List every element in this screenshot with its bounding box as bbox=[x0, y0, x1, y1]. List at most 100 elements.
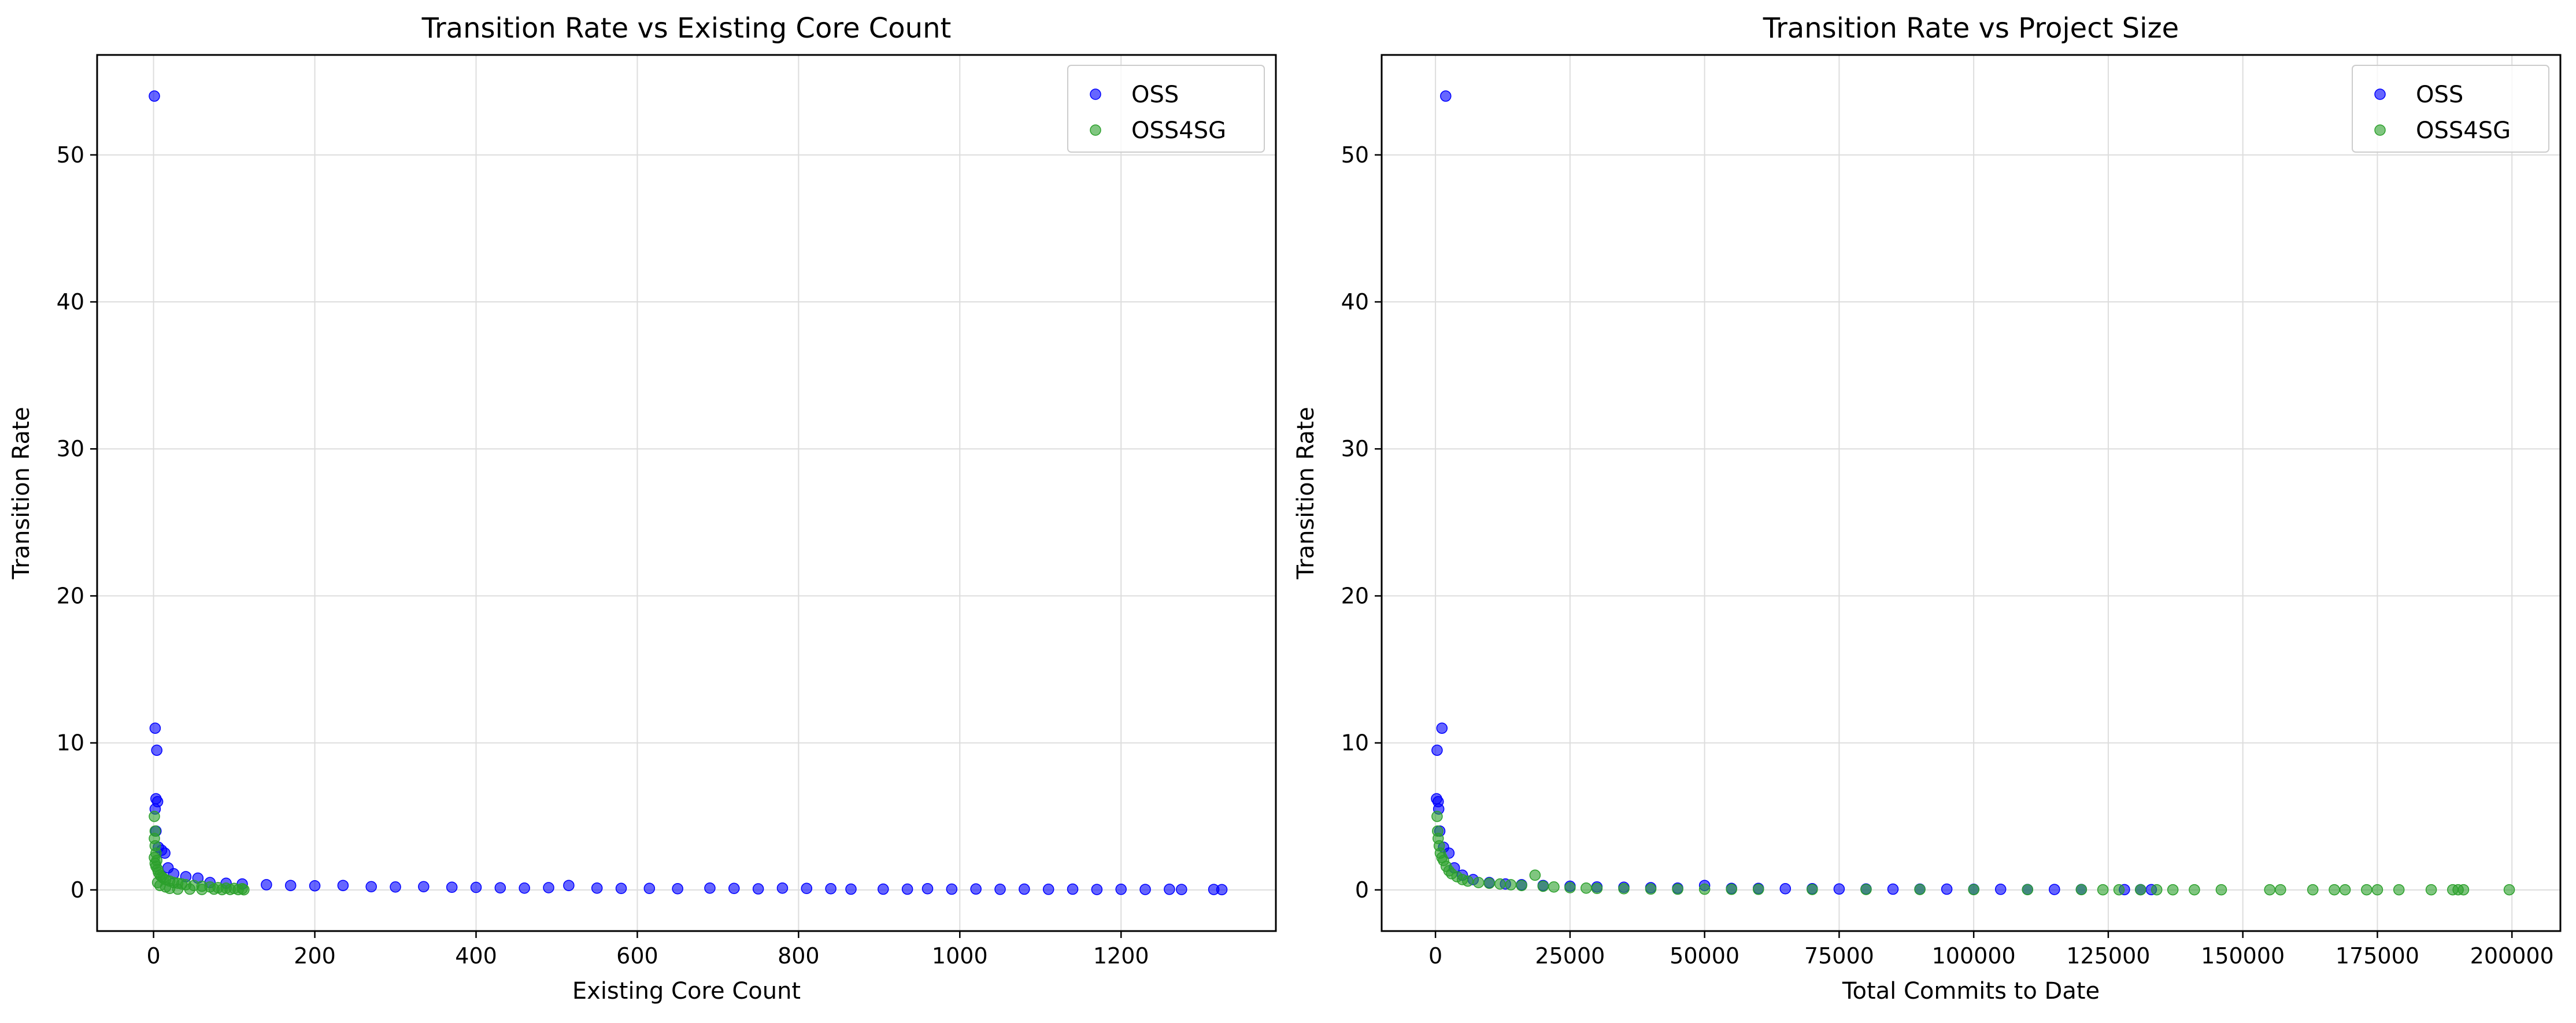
point-oss4sg bbox=[2075, 884, 2088, 896]
y-tick-label: 30 bbox=[1341, 436, 1369, 461]
point-oss bbox=[519, 882, 530, 894]
point-oss bbox=[390, 881, 401, 893]
point-oss bbox=[825, 883, 837, 895]
point-oss bbox=[563, 880, 575, 891]
legend-label-oss4sg: OSS4SG bbox=[1131, 117, 1226, 144]
y-axis-ticks: 0 10 20 30 40 50 bbox=[57, 142, 97, 903]
point-oss bbox=[1042, 884, 1054, 895]
point-oss4sg bbox=[1618, 883, 1630, 895]
point-oss4sg bbox=[2135, 884, 2146, 896]
point-oss4sg bbox=[1548, 881, 1560, 893]
legend-label-oss: OSS bbox=[1131, 82, 1179, 108]
chart-title: Transition Rate vs Existing Core Count bbox=[421, 12, 952, 45]
point-oss4sg bbox=[1505, 879, 1517, 891]
scatter-points bbox=[1431, 90, 2515, 896]
point-oss bbox=[149, 722, 161, 734]
legend-marker-oss4sg bbox=[1090, 124, 1101, 136]
point-oss bbox=[1440, 90, 1452, 102]
x-tick-label: 25000 bbox=[1535, 943, 1605, 969]
point-oss bbox=[1139, 884, 1151, 895]
point-oss bbox=[994, 884, 1006, 895]
legend-box bbox=[2352, 65, 2549, 153]
point-oss bbox=[752, 883, 764, 895]
point-oss4sg bbox=[2503, 884, 2515, 896]
x-axis-ticks: 0 200 400 600 800 1000 1200 bbox=[147, 931, 1149, 969]
point-oss4sg bbox=[1914, 884, 1926, 895]
point-oss4sg bbox=[238, 884, 250, 896]
y-tick-label: 50 bbox=[57, 142, 84, 168]
point-oss bbox=[337, 880, 349, 891]
legend-label-oss: OSS bbox=[2416, 82, 2463, 108]
x-tick-label: 200000 bbox=[2470, 943, 2554, 969]
point-oss4sg bbox=[1483, 877, 1495, 889]
point-oss4sg bbox=[1726, 884, 1737, 895]
point-oss4sg bbox=[2264, 884, 2275, 896]
x-tick-label: 175000 bbox=[2336, 943, 2419, 969]
grid-lines bbox=[97, 55, 1276, 931]
point-oss4sg bbox=[196, 884, 208, 895]
chart-title: Transition Rate vs Project Size bbox=[1763, 12, 2179, 45]
x-tick-label: 200 bbox=[294, 943, 336, 969]
point-oss4sg bbox=[1516, 880, 1527, 891]
point-oss bbox=[845, 883, 857, 895]
point-oss4sg bbox=[2189, 884, 2200, 896]
x-tick-label: 75000 bbox=[1804, 943, 1874, 969]
y-axis-label: Transition Rate bbox=[1293, 407, 1319, 580]
point-oss bbox=[1019, 883, 1030, 895]
point-oss bbox=[776, 882, 789, 894]
point-oss bbox=[1216, 884, 1228, 896]
point-oss4sg bbox=[1860, 884, 1872, 895]
point-oss4sg bbox=[2113, 884, 2125, 896]
point-oss4sg bbox=[1591, 882, 1603, 895]
point-oss bbox=[921, 883, 934, 895]
point-oss bbox=[615, 882, 627, 895]
point-oss4sg bbox=[1431, 810, 1443, 822]
point-oss bbox=[2049, 884, 2060, 895]
point-oss bbox=[494, 882, 506, 894]
point-oss bbox=[1176, 884, 1187, 895]
point-oss4sg bbox=[1807, 884, 1818, 895]
point-oss4sg bbox=[1472, 877, 1485, 888]
point-oss4sg bbox=[1462, 875, 1474, 887]
point-oss4sg bbox=[149, 810, 160, 822]
x-tick-label: 1000 bbox=[932, 943, 988, 969]
x-tick-label: 50000 bbox=[1670, 943, 1739, 969]
point-oss bbox=[418, 881, 430, 892]
point-oss bbox=[1115, 884, 1127, 895]
subplot-core-count: 0 200 400 600 800 1000 1200 0 10 20 30 40 50 Transi… bbox=[8, 12, 1277, 1004]
legend-box bbox=[1067, 65, 1265, 153]
y-axis-label: Transition Rate bbox=[8, 407, 35, 580]
point-oss bbox=[1833, 883, 1845, 895]
x-tick-label: 100000 bbox=[1932, 943, 2016, 969]
point-oss bbox=[946, 883, 958, 895]
plot-frame bbox=[96, 54, 1277, 932]
grid-lines bbox=[1382, 55, 2560, 931]
y-tick-label: 40 bbox=[57, 289, 84, 315]
point-oss bbox=[284, 880, 297, 891]
point-oss4sg bbox=[2371, 884, 2383, 896]
x-axis-label: Existing Core Count bbox=[572, 978, 801, 1004]
point-oss4sg bbox=[1968, 884, 1979, 896]
point-oss4sg bbox=[2167, 884, 2179, 896]
point-oss bbox=[1067, 883, 1079, 895]
y-axis-ticks: 0 10 20 30 40 50 bbox=[1341, 142, 1382, 903]
y-tick-label: 10 bbox=[1341, 730, 1369, 756]
scatter-points bbox=[149, 90, 1228, 896]
x-axis-label: Total Commits to Date bbox=[1842, 978, 2100, 1004]
point-oss4sg bbox=[1672, 883, 1683, 895]
point-oss4sg bbox=[184, 883, 196, 895]
point-oss bbox=[901, 883, 913, 895]
point-oss4sg bbox=[2275, 884, 2286, 896]
legend-marker-oss bbox=[1090, 88, 1101, 100]
point-oss4sg bbox=[2022, 884, 2034, 896]
point-oss bbox=[261, 879, 272, 891]
point-oss bbox=[470, 881, 482, 893]
point-oss bbox=[672, 883, 683, 895]
y-tick-label: 0 bbox=[1355, 877, 1369, 903]
x-tick-label: 400 bbox=[455, 943, 497, 969]
point-oss4sg bbox=[1494, 878, 1506, 890]
point-oss bbox=[801, 882, 813, 895]
point-oss bbox=[643, 882, 656, 895]
point-oss4sg bbox=[2361, 884, 2373, 896]
